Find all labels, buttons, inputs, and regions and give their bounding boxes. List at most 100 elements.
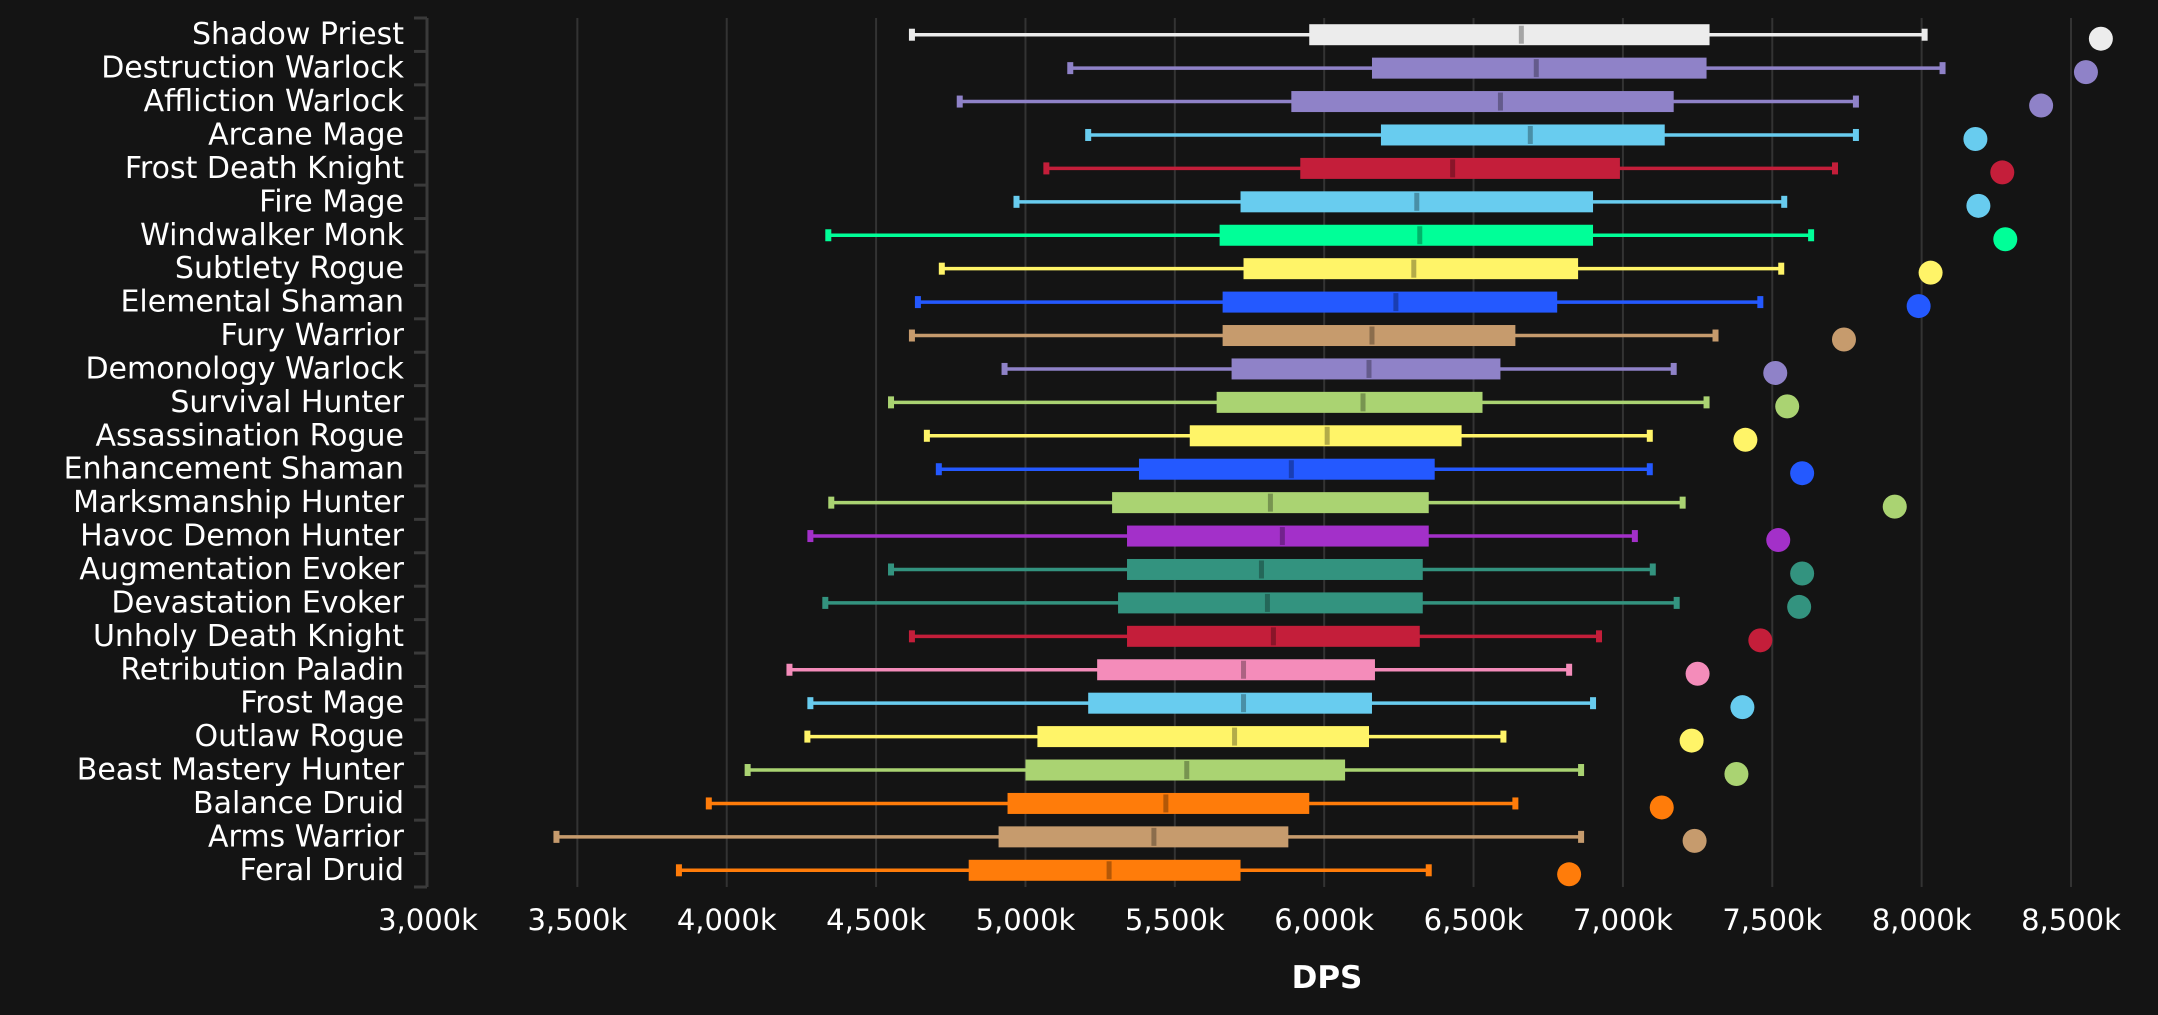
whisker-cap-max — [1757, 296, 1764, 309]
whisker-cap-max — [1646, 429, 1653, 442]
median-marker — [1288, 460, 1294, 479]
median-marker — [1241, 694, 1247, 713]
iqr-box — [1222, 325, 1516, 347]
x-tick-label: 7,500k — [1722, 903, 1822, 937]
median-marker — [1267, 493, 1273, 512]
top-value-dot — [1766, 528, 1791, 553]
top-value-dot — [1790, 561, 1815, 586]
whisker-cap-min — [807, 530, 814, 543]
whisker-cap-max — [1590, 697, 1597, 710]
top-value-dot — [1730, 695, 1755, 720]
x-tick-label: 4,500k — [826, 903, 926, 937]
top-value-dot — [1787, 594, 1812, 619]
median-marker — [1324, 426, 1330, 445]
whisker-cap-max — [1578, 764, 1585, 777]
y-category-label: Elemental Shaman — [120, 285, 404, 320]
whisker-cap-min — [553, 830, 560, 843]
whisker-cap-min — [804, 730, 811, 743]
whisker-cap-min — [1067, 62, 1074, 75]
top-value-dot — [1557, 862, 1582, 887]
top-value-dot — [1775, 394, 1800, 419]
iqr-box — [1371, 57, 1707, 79]
y-category-label: Shadow Priest — [192, 17, 404, 52]
top-value-dot — [1882, 494, 1907, 519]
whisker-cap-min — [908, 329, 915, 342]
top-value-dot — [1990, 160, 2015, 185]
top-value-dot — [1733, 427, 1758, 452]
x-tick-label: 3,000k — [378, 903, 478, 937]
whisker-cap-max — [1781, 195, 1788, 208]
y-category-label: Fury Warrior — [220, 318, 404, 353]
top-value-dot — [1906, 294, 1931, 319]
whisker-cap-max — [1852, 128, 1859, 141]
top-value-dot — [2088, 26, 2113, 51]
whisker-cap-max — [1566, 663, 1573, 676]
iqr-box — [1309, 24, 1710, 46]
median-marker — [1163, 794, 1169, 813]
y-category-label: Frost Death Knight — [125, 151, 404, 186]
box-row — [888, 558, 1815, 586]
median-marker — [1533, 59, 1539, 78]
whisker-cap-max — [1778, 262, 1785, 275]
box-row — [553, 826, 1707, 853]
y-category-label: Retribution Paladin — [120, 652, 404, 687]
whisker-cap-max — [1832, 162, 1839, 175]
median-marker — [1497, 92, 1503, 111]
box-row — [807, 525, 1791, 553]
y-category-label: Fire Mage — [259, 184, 404, 219]
whisker-cap-max — [1673, 596, 1680, 609]
top-value-dot — [1790, 461, 1815, 486]
median-marker — [1270, 627, 1276, 646]
median-marker — [1279, 527, 1285, 546]
y-category-label: Arcane Mage — [208, 117, 404, 152]
box-row — [825, 224, 2018, 252]
gridlines — [576, 18, 2072, 887]
y-category-label: Frost Mage — [240, 686, 404, 721]
box-row — [807, 692, 1755, 720]
box-row — [828, 492, 1907, 519]
whisker-cap-max — [1596, 630, 1603, 643]
iqr-box — [1231, 358, 1501, 380]
whisker-cap-max — [1500, 730, 1507, 743]
x-tick-label: 6,000k — [1274, 903, 1374, 937]
median-marker — [1527, 125, 1533, 144]
y-category-label: Beast Mastery Hunter — [77, 753, 405, 788]
top-value-dot — [1993, 227, 2018, 252]
whisker-cap-min — [1085, 128, 1092, 141]
y-category-label: Destruction Warlock — [101, 51, 404, 86]
y-category-label: Arms Warrior — [208, 819, 405, 854]
whisker-cap-min — [888, 396, 895, 409]
top-value-dot — [1831, 327, 1856, 352]
whisker-cap-max — [1512, 797, 1519, 810]
median-marker — [1184, 761, 1190, 780]
top-value-dot — [2073, 60, 2098, 85]
median-marker — [1393, 293, 1399, 312]
x-tick-label: 7,000k — [1573, 903, 1673, 937]
median-marker — [1518, 25, 1524, 44]
median-marker — [1360, 393, 1366, 412]
whisker-cap-max — [1703, 396, 1710, 409]
median-marker — [1258, 560, 1264, 579]
median-marker — [1414, 192, 1420, 211]
box-row — [1067, 57, 2098, 85]
iqr-box — [1380, 124, 1665, 146]
box-series — [553, 24, 2113, 887]
top-value-dot — [1918, 260, 1943, 285]
box-row — [1085, 124, 1988, 151]
top-value-dot — [1685, 661, 1710, 686]
box-row — [1013, 191, 1991, 218]
iqr-box — [1216, 391, 1483, 413]
whisker-cap-max — [1679, 496, 1686, 509]
median-marker — [1369, 326, 1375, 345]
x-tick-label: 3,500k — [527, 903, 627, 937]
x-tick-label: 6,500k — [1424, 903, 1524, 937]
whisker-cap-max — [1631, 530, 1638, 543]
box-row — [914, 291, 1931, 319]
whisker-cap-min — [935, 463, 942, 476]
iqr-box — [1037, 726, 1369, 748]
whisker-cap-min — [825, 229, 832, 242]
box-row — [822, 592, 1812, 619]
whisker-cap-min — [822, 596, 829, 609]
